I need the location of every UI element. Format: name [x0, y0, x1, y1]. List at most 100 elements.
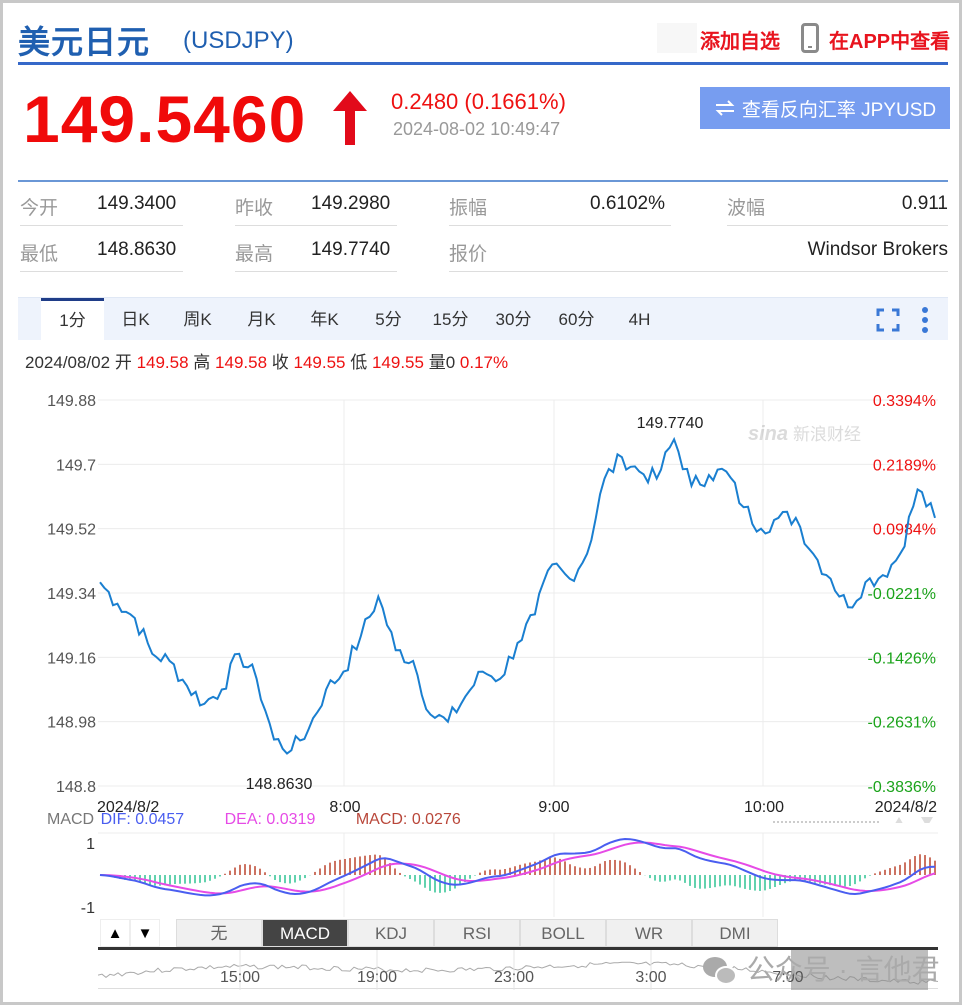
more-options-icon[interactable] [921, 306, 929, 334]
nav-label-3: 3:00 [635, 969, 666, 986]
chart-period-tabs: 1分 日K 周K 月K 年K 5分 15分 30分 60分 4H [18, 297, 948, 341]
tab-daily-k[interactable]: 日K [121, 310, 150, 329]
sina-logo-watermark: sina 新浪财经 [748, 423, 861, 445]
macd-chart[interactable]: 1 -1 [3, 831, 962, 917]
macd-legend: MACD DIF: 0.0457 DEA: 0.0319 MACD: 0.027… [47, 811, 461, 829]
wechat-icon [703, 956, 739, 987]
svg-text:-0.3836%: -0.3836% [868, 779, 937, 796]
low-label: 最低 [20, 244, 59, 265]
tab-4h[interactable]: 4H [628, 310, 651, 329]
ohlc-volume: 0 [445, 353, 456, 372]
scroll-down-icon [921, 817, 933, 823]
svg-text:148.98: 148.98 [47, 715, 96, 732]
low-annotation: 148.8630 [246, 776, 313, 793]
indicator-boll[interactable]: BOLL [520, 919, 606, 947]
x-tick-end: 2024/8/2 [875, 799, 937, 816]
svg-text:149.88: 149.88 [47, 393, 96, 410]
scroll-up-icon [895, 817, 903, 823]
tab-60min[interactable]: 60分 [558, 310, 595, 329]
fullscreen-icon[interactable] [876, 308, 900, 332]
indicator-kdj[interactable]: KDJ [348, 919, 434, 947]
svg-text:149.7: 149.7 [56, 457, 96, 474]
ohlc-close: 149.55 [293, 353, 346, 372]
svg-text:0.2189%: 0.2189% [873, 457, 936, 474]
stats-grid: 今开 149.3400 昨收 149.2980 振幅 0.6102% 波幅 0.… [3, 193, 962, 273]
watermark-text: 公众号 · 言他君 [746, 954, 940, 985]
x-tick-9: 9:00 [538, 799, 569, 816]
svg-text:0.0984%: 0.0984% [873, 522, 936, 539]
page-title: 美元日元 [18, 24, 151, 60]
indicator-macd[interactable]: MACD [262, 919, 348, 947]
prev-close-label: 昨收 [235, 198, 274, 219]
tab-30min[interactable]: 30分 [495, 310, 532, 329]
svg-text:-0.0221%: -0.0221% [868, 586, 937, 603]
high-label: 最高 [235, 244, 274, 265]
macd-value: MACD: 0.0276 [355, 811, 461, 828]
tab-yearly-k[interactable]: 年K [310, 310, 339, 329]
current-price: 149.5460 [23, 82, 307, 156]
tab-5min[interactable]: 5分 [375, 310, 402, 329]
ohlc-info-line: 2024/08/02 开 149.58 高 149.58 收 149.55 低 … [25, 348, 508, 373]
reverse-rate-button[interactable]: 查看反向汇率 JPYUSD [700, 87, 950, 129]
price-chart[interactable]: 149.88 149.7 149.52 149.34 149.16 148.98 148.8… [3, 383, 962, 823]
ohlc-change-pct: 0.17% [459, 353, 509, 372]
macd-dif: DIF: 0.0457 [100, 811, 185, 828]
tab-1min[interactable]: 1分 [41, 298, 104, 341]
wave-value: 0.911 [901, 193, 948, 214]
x-tick-start: 2024/8/2 [97, 799, 159, 816]
svg-text:149.52: 149.52 [47, 522, 96, 539]
tab-15min[interactable]: 15分 [432, 310, 469, 329]
low-value: 148.8630 [97, 239, 177, 260]
svg-text:148.8: 148.8 [56, 779, 96, 796]
stats-divider [18, 180, 948, 182]
ohlc-open-label: 开 [114, 353, 132, 372]
add-favorite-button[interactable]: 添加自选 [700, 31, 780, 53]
ohlc-open: 149.58 [136, 353, 189, 372]
tab-monthly-k[interactable]: 月K [247, 310, 276, 329]
nav-label-7: 7:00 [772, 969, 803, 986]
ohlc-date: 2024/08/02 [25, 353, 111, 372]
svg-text:-0.2631%: -0.2631% [868, 715, 937, 732]
indicator-tabs: ▲ ▼ 无 MACD KDJ RSI BOLL WR DMI [100, 919, 778, 947]
indicator-down-button[interactable]: ▼ [130, 919, 160, 947]
price-line [99, 436, 936, 755]
phone-icon[interactable] [801, 23, 819, 53]
price-change: 0.2480 (0.1661%) [391, 89, 566, 114]
navigator-selection-handle [791, 950, 928, 990]
ohlc-low: 149.55 [371, 353, 424, 372]
svg-text:0.3394%: 0.3394% [873, 393, 936, 410]
quote-source-label: 报价 [449, 244, 488, 265]
svg-text:149.16: 149.16 [47, 650, 96, 667]
nav-label-15: 15:00 [220, 969, 260, 986]
scroll-controls[interactable] [773, 817, 933, 823]
open-label: 今开 [20, 198, 59, 219]
x-tick-8: 8:00 [329, 799, 360, 816]
macd-y-top: 1 [86, 836, 95, 853]
prev-close-value: 149.2980 [311, 193, 391, 214]
ohlc-high: 149.58 [215, 353, 268, 372]
time-navigator[interactable]: 15:00 19:00 23:00 3:00 7:00 [98, 947, 938, 990]
indicator-wr[interactable]: WR [606, 919, 692, 947]
view-in-app-button[interactable]: 在APP中查看 [829, 31, 951, 53]
amplitude-label: 振幅 [449, 198, 488, 219]
ohlc-high-label: 高 [193, 353, 211, 372]
ohlc-low-label: 低 [350, 353, 368, 372]
quote-timestamp: 2024-08-02 10:49:47 [393, 119, 561, 139]
indicator-rsi[interactable]: RSI [434, 919, 520, 947]
tab-weekly-k[interactable]: 周K [183, 310, 212, 329]
high-annotation: 149.7740 [637, 415, 704, 432]
svg-text:新浪财经: 新浪财经 [793, 425, 861, 444]
nav-label-23: 23:00 [494, 969, 534, 986]
placeholder-box [657, 23, 697, 53]
indicator-dmi[interactable]: DMI [692, 919, 778, 947]
indicator-up-button[interactable]: ▲ [100, 919, 130, 947]
up-arrow-icon [333, 91, 367, 145]
ohlc-close-label: 收 [271, 353, 289, 372]
svg-text:149.34: 149.34 [47, 586, 96, 603]
open-value: 149.3400 [97, 193, 177, 214]
quote-source-value: Windsor Brokers [807, 239, 948, 260]
macd-dea: DEA: 0.0319 [224, 811, 316, 828]
indicator-none[interactable]: 无 [176, 919, 262, 947]
reverse-rate-label: 查看反向汇率 JPYUSD [741, 99, 937, 121]
wave-label: 波幅 [727, 198, 766, 219]
